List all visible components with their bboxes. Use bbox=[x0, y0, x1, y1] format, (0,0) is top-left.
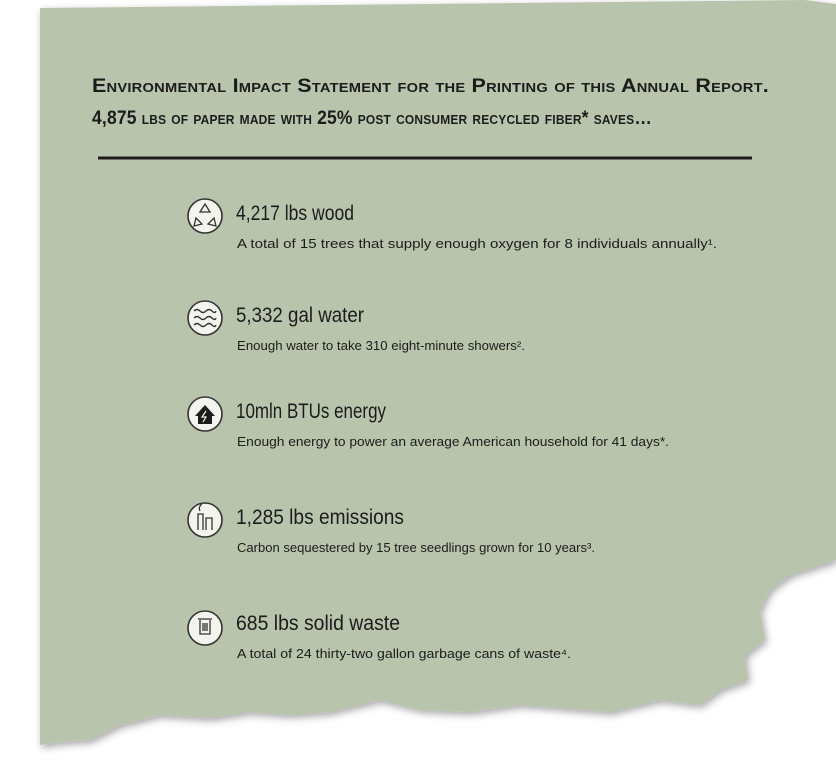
item-description: Enough energy to power an average Americ… bbox=[237, 435, 669, 449]
icon-wood bbox=[187, 198, 223, 234]
icon-water bbox=[187, 300, 223, 336]
icon-waste bbox=[187, 610, 223, 646]
item-title: 5,332 gal water bbox=[236, 304, 364, 327]
item-title: 685 lbs solid waste bbox=[236, 612, 400, 635]
paper bbox=[40, 0, 836, 745]
item-title: 10mln BTUs energy bbox=[236, 400, 386, 423]
item-title: 4,217 lbs wood bbox=[236, 202, 354, 225]
item-description: Carbon sequestered by 15 tree seedlings … bbox=[237, 541, 595, 555]
header-title: Environmental Impact Statement for the P… bbox=[92, 76, 769, 97]
item-description: A total of 24 thirty-two gallon garbage … bbox=[237, 647, 571, 661]
item-title: 1,285 lbs emissions bbox=[236, 506, 404, 529]
icon-energy bbox=[187, 396, 223, 432]
icon-emissions bbox=[187, 502, 223, 538]
header-subtitle: 4,875 lbs of paper made with 25% post co… bbox=[92, 108, 652, 129]
item-description: A total of 15 trees that supply enough o… bbox=[237, 237, 717, 251]
item-description: Enough water to take 310 eight-minute sh… bbox=[237, 339, 525, 353]
